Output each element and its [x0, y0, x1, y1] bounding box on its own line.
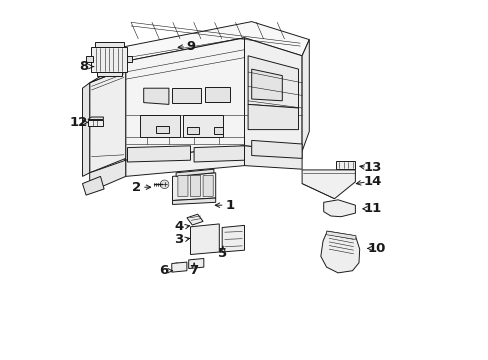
Polygon shape [88, 117, 103, 120]
Text: 5: 5 [218, 247, 227, 260]
Polygon shape [190, 224, 219, 255]
Polygon shape [126, 56, 132, 62]
Circle shape [160, 180, 168, 189]
Polygon shape [123, 22, 309, 61]
Polygon shape [302, 170, 355, 199]
Text: 6: 6 [159, 264, 168, 277]
Polygon shape [320, 231, 359, 273]
Polygon shape [91, 47, 127, 72]
Text: 8: 8 [80, 60, 89, 73]
Bar [338, 207, 347, 211]
Polygon shape [82, 83, 89, 176]
Polygon shape [323, 200, 355, 217]
Polygon shape [251, 140, 302, 158]
Polygon shape [172, 198, 215, 204]
Polygon shape [244, 38, 302, 151]
Polygon shape [172, 88, 201, 103]
Text: 14: 14 [363, 175, 381, 188]
Polygon shape [204, 87, 230, 102]
Polygon shape [172, 173, 215, 201]
Text: 13: 13 [363, 161, 381, 174]
Polygon shape [183, 115, 223, 137]
Circle shape [155, 40, 166, 50]
Polygon shape [194, 146, 244, 162]
Polygon shape [244, 146, 302, 169]
Polygon shape [140, 115, 179, 137]
Polygon shape [143, 88, 168, 104]
Circle shape [163, 42, 172, 51]
Polygon shape [247, 56, 298, 108]
Polygon shape [302, 40, 309, 151]
Text: 9: 9 [186, 40, 195, 53]
Polygon shape [171, 262, 186, 272]
Polygon shape [88, 120, 103, 126]
Bar [326, 208, 336, 212]
Polygon shape [247, 104, 298, 130]
Polygon shape [86, 56, 92, 62]
Text: 10: 10 [367, 242, 386, 255]
Polygon shape [251, 69, 282, 101]
Polygon shape [213, 127, 223, 134]
Polygon shape [95, 42, 123, 47]
Polygon shape [326, 231, 355, 239]
Polygon shape [156, 126, 168, 133]
Polygon shape [222, 225, 244, 252]
Polygon shape [125, 146, 244, 176]
Text: 12: 12 [70, 116, 88, 129]
Polygon shape [203, 175, 213, 197]
Polygon shape [125, 38, 244, 160]
Text: 2: 2 [132, 181, 141, 194]
Polygon shape [188, 258, 203, 269]
Polygon shape [97, 72, 122, 76]
Polygon shape [89, 68, 125, 173]
Polygon shape [127, 146, 190, 162]
Polygon shape [186, 127, 199, 134]
Polygon shape [89, 160, 125, 187]
Polygon shape [190, 175, 200, 197]
Polygon shape [336, 161, 355, 169]
Text: 4: 4 [174, 220, 183, 233]
Text: 7: 7 [189, 264, 198, 277]
Circle shape [82, 101, 125, 144]
Text: 11: 11 [363, 202, 381, 215]
Polygon shape [176, 169, 213, 176]
Polygon shape [82, 176, 104, 195]
Polygon shape [89, 68, 125, 83]
Polygon shape [123, 47, 125, 160]
Text: 1: 1 [225, 199, 234, 212]
Polygon shape [186, 214, 203, 225]
Polygon shape [178, 175, 187, 197]
Circle shape [168, 46, 173, 51]
Text: 3: 3 [174, 233, 183, 246]
